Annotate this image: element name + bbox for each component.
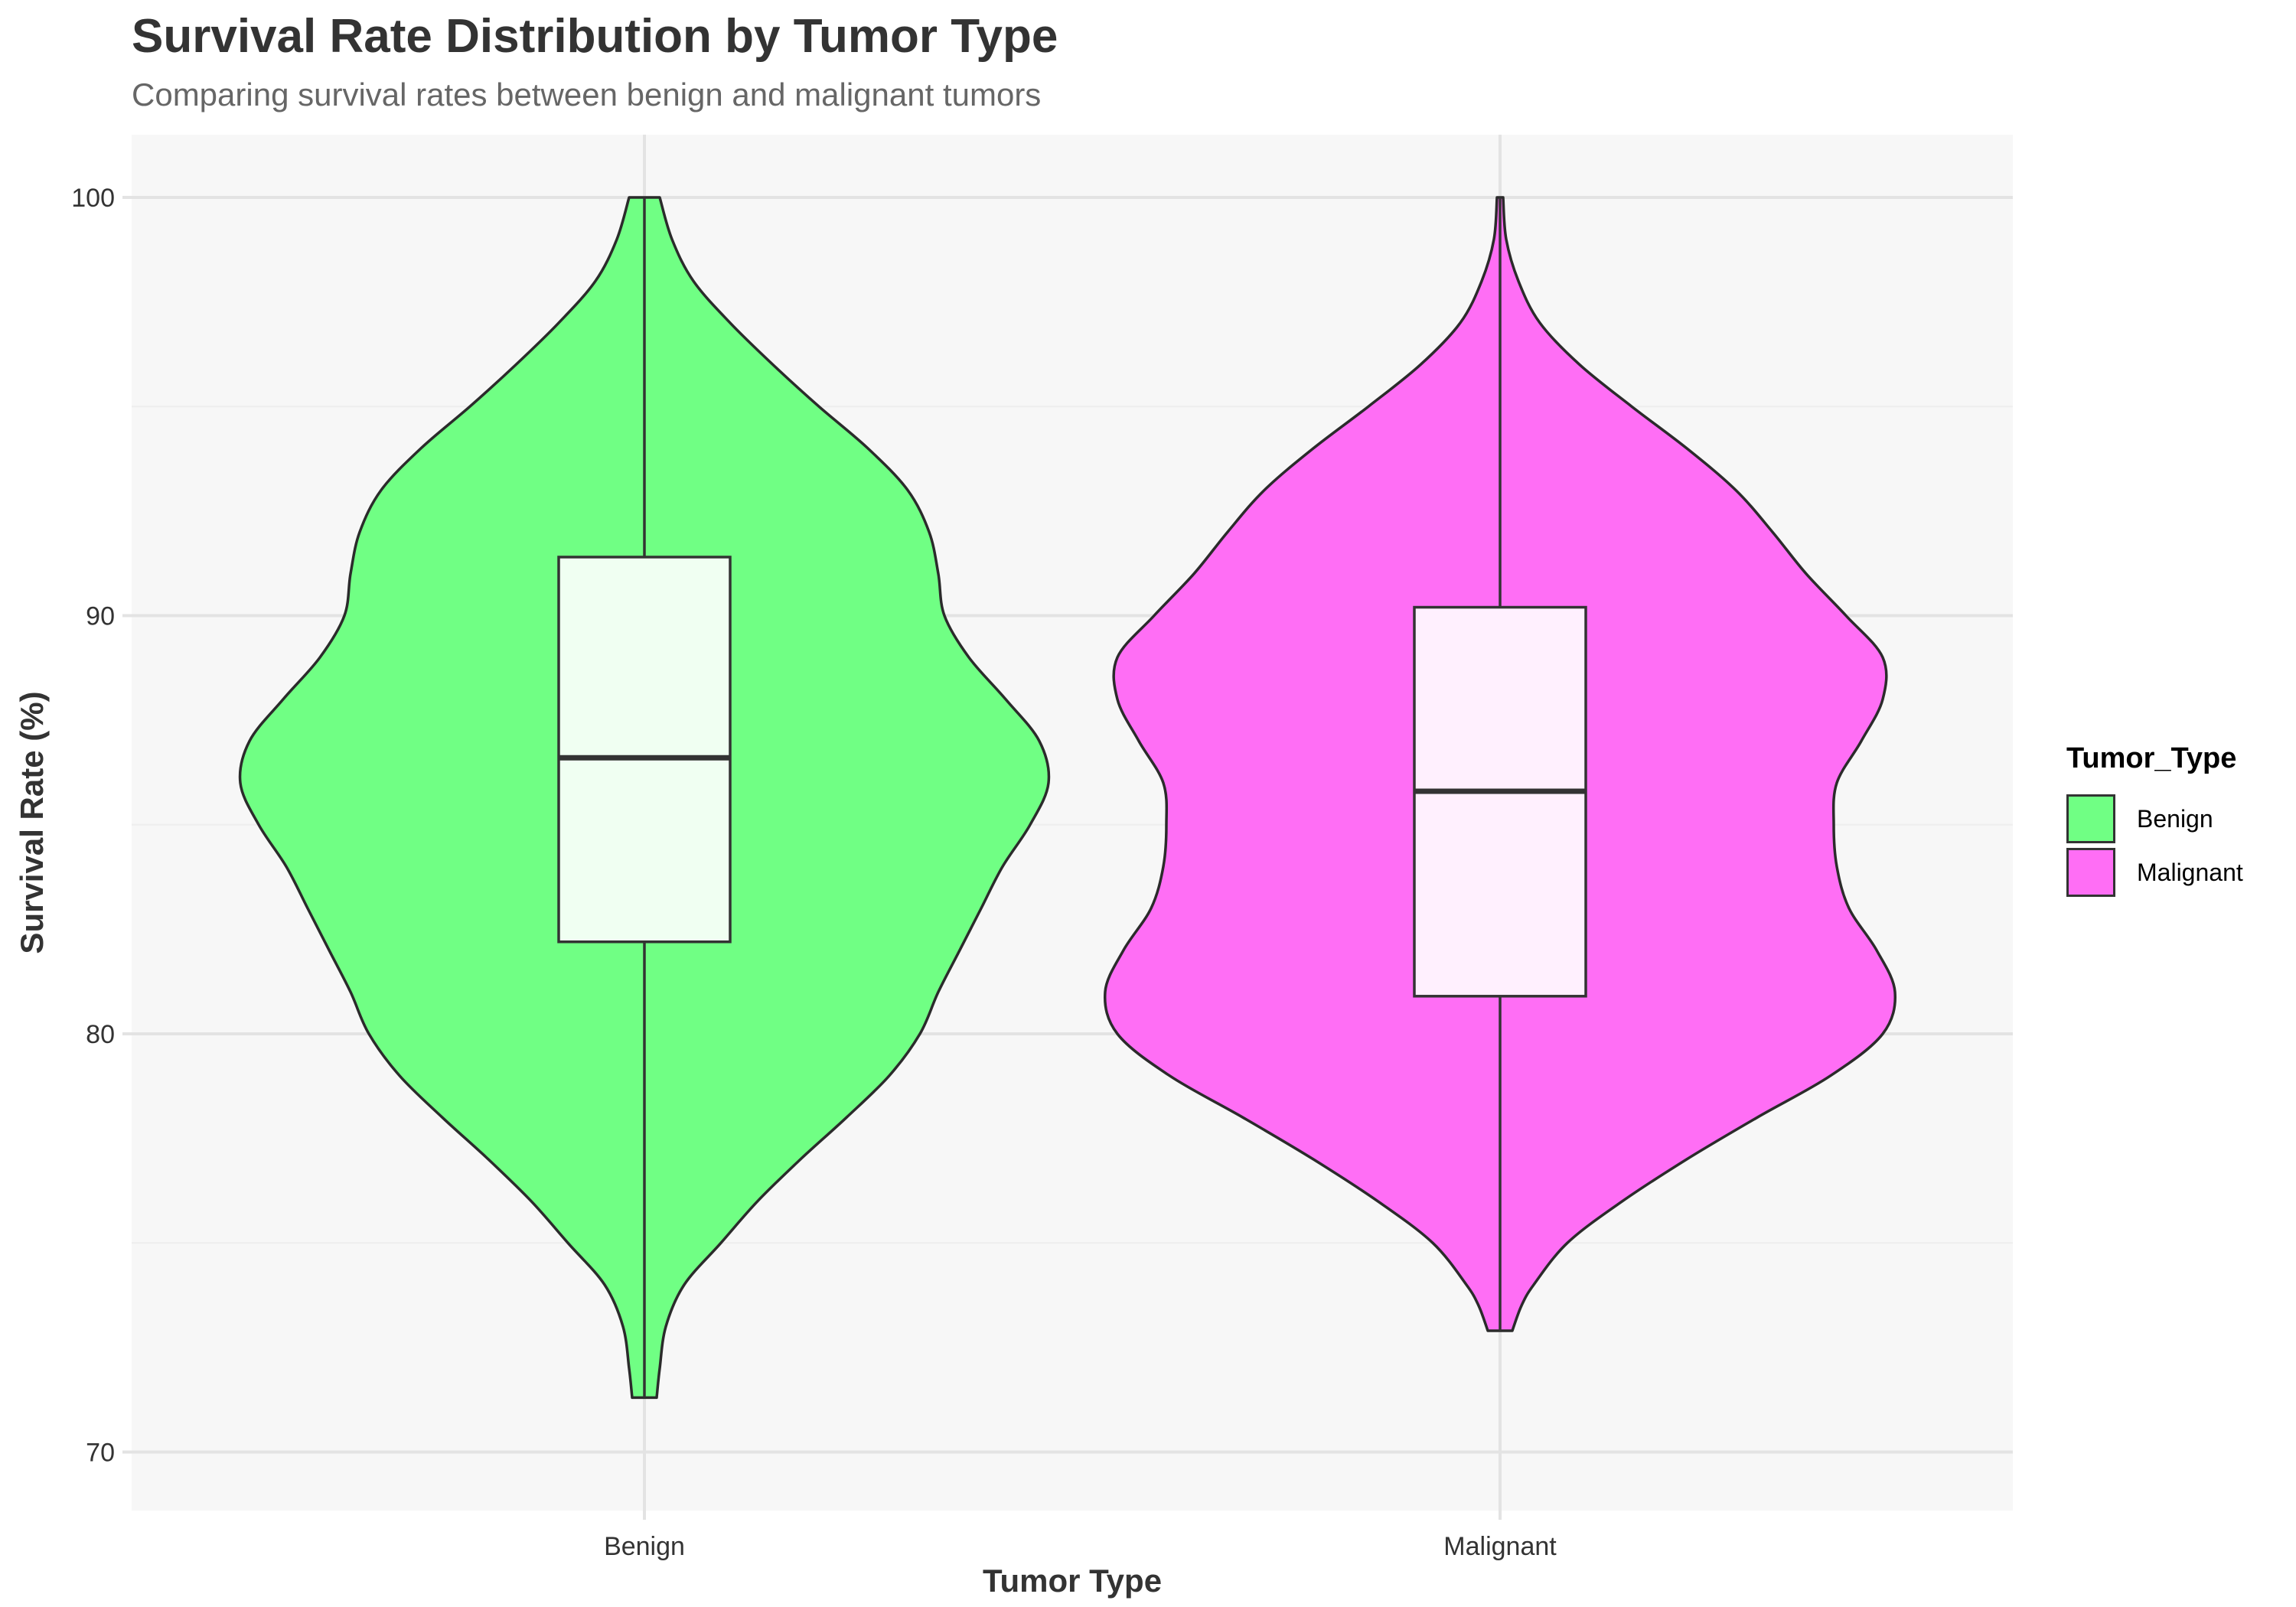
legend-item-malignant: Malignant <box>2066 846 2243 899</box>
box-malignant <box>1413 605 1587 998</box>
legend-label-malignant: Malignant <box>2137 858 2243 886</box>
axes: 70 80 90 100 Benign Malignant <box>71 184 1557 1561</box>
y-tick-label: 90 <box>86 601 115 631</box>
boxplots <box>557 197 1587 1398</box>
x-axis-title: Tumor Type <box>983 1563 1162 1599</box>
y-tick-label: 70 <box>86 1438 115 1467</box>
x-tick-label-malignant: Malignant <box>1443 1532 1557 1561</box>
x-tick-label-benign: Benign <box>604 1532 685 1561</box>
legend-swatch-malignant <box>2066 848 2115 897</box>
legend: Tumor_Type Benign Malignant <box>2066 742 2243 899</box>
legend-title: Tumor_Type <box>2066 742 2237 774</box>
legend-swatch-benign <box>2066 794 2115 843</box>
chart-title: Survival Rate Distribution by Tumor Type <box>132 10 1058 63</box>
chart-subtitle: Comparing survival rates between benign … <box>132 77 1042 112</box>
box-benign <box>557 556 732 944</box>
y-tick-label: 80 <box>86 1020 115 1049</box>
legend-label-benign: Benign <box>2137 804 2213 833</box>
legend-item-benign: Benign <box>2066 792 2243 846</box>
y-axis-title: Survival Rate (%) <box>14 691 50 953</box>
y-tick-label: 100 <box>71 184 115 213</box>
